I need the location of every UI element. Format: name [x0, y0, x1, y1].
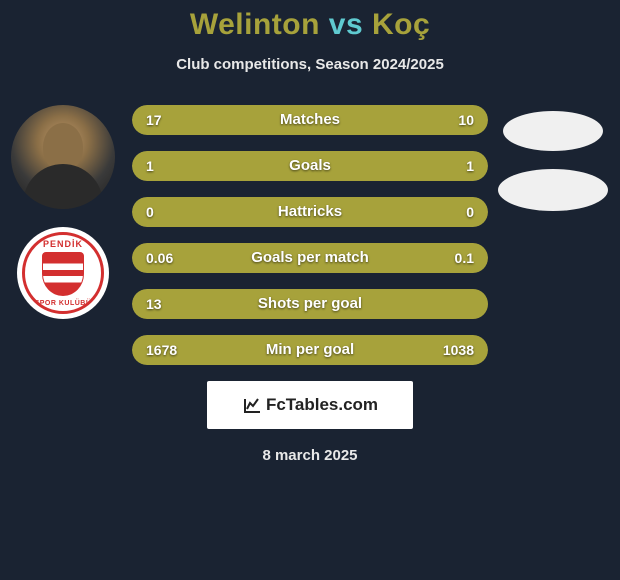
stat-label: Min per goal — [132, 335, 488, 365]
stat-value-right: 0 — [466, 197, 474, 227]
brand-text: FcTables.com — [266, 395, 378, 415]
club-badge-bottom-text: SPOR KULÜBÜ — [35, 300, 92, 307]
club-badge-shield-icon — [42, 252, 84, 296]
title-vs: vs — [329, 8, 363, 41]
player1-column: PENDİK SPOR KULÜBÜ — [8, 105, 118, 319]
stat-row: 0.06Goals per match0.1 — [132, 243, 488, 273]
comparison-bars: 17Matches101Goals10Hattricks00.06Goals p… — [132, 105, 488, 365]
stat-row: 0Hattricks0 — [132, 197, 488, 227]
player2-club-placeholder — [498, 169, 608, 211]
title-player2: Koç — [372, 8, 430, 41]
stat-value-right: 0.1 — [455, 243, 474, 273]
stat-value-right: 1038 — [443, 335, 474, 365]
player1-photo — [11, 105, 115, 209]
player2-column — [498, 105, 608, 229]
stat-value-right: 10 — [458, 105, 474, 135]
brand-badge[interactable]: FcTables.com — [207, 381, 413, 429]
stat-row: 1Goals1 — [132, 151, 488, 181]
club-badge-inner: PENDİK SPOR KULÜBÜ — [22, 232, 104, 314]
subtitle: Club competitions, Season 2024/2025 — [0, 56, 620, 73]
player1-club-badge: PENDİK SPOR KULÜBÜ — [17, 227, 109, 319]
stat-label: Goals — [132, 151, 488, 181]
comparison-card: Welinton vs Koç Club competitions, Seaso… — [0, 0, 620, 464]
stat-row: 13Shots per goal — [132, 289, 488, 319]
title-player1: Welinton — [190, 8, 320, 41]
chart-icon — [242, 395, 262, 415]
stat-row: 1678Min per goal1038 — [132, 335, 488, 365]
stat-label: Matches — [132, 105, 488, 135]
club-badge-top-text: PENDİK — [43, 239, 83, 249]
footer-date: 8 march 2025 — [0, 447, 620, 464]
player2-photo-placeholder — [503, 111, 603, 151]
stat-label: Goals per match — [132, 243, 488, 273]
content-area: PENDİK SPOR KULÜBÜ 17Matches101Goals10Ha… — [0, 105, 620, 464]
page-title: Welinton vs Koç — [0, 8, 620, 42]
stat-value-right: 1 — [466, 151, 474, 181]
stat-label: Hattricks — [132, 197, 488, 227]
stat-label: Shots per goal — [132, 289, 488, 319]
stat-row: 17Matches10 — [132, 105, 488, 135]
